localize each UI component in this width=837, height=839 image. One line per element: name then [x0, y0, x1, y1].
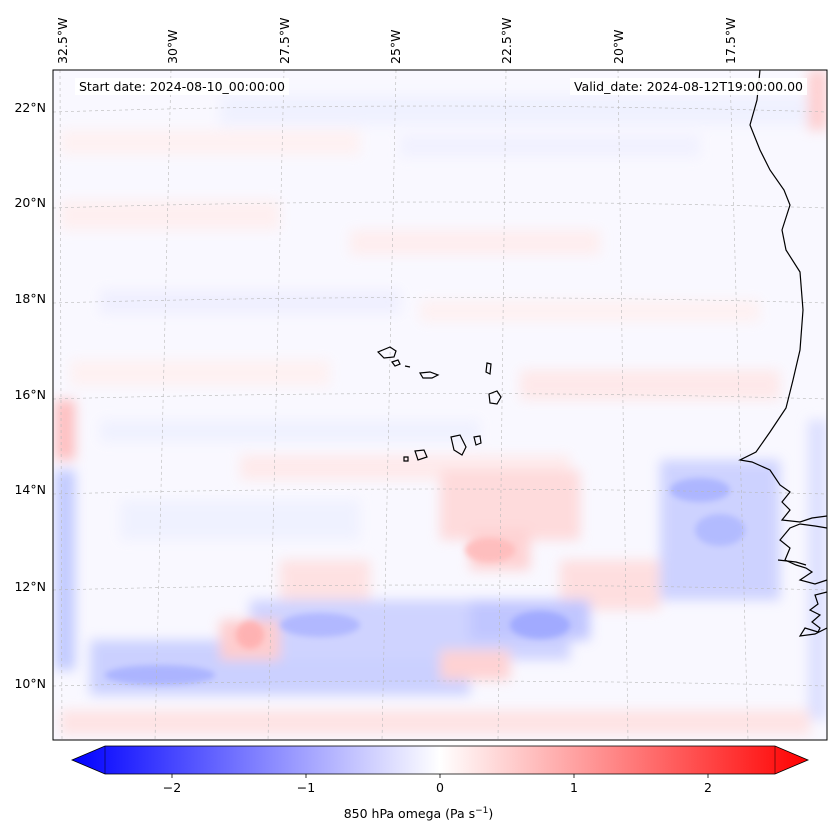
colorbar-tick-label: 2: [704, 780, 712, 795]
island-sao-vicente: [391, 359, 401, 367]
colorbar-title: 850 hPa omega (Pa s−1): [0, 806, 837, 821]
lon-label: 17.5°W: [723, 18, 738, 64]
island-boa-vista: [488, 390, 502, 405]
colorbar-title-main: 850 hPa omega (Pa s: [343, 806, 476, 822]
start-date-label: Start date: 2024-08-10_00:00:00: [75, 78, 289, 95]
colorbar-title-exponent: −1: [475, 806, 489, 816]
lat-label: 20°N: [14, 195, 46, 210]
coastlines: [376, 69, 828, 637]
lat-label: 12°N: [14, 579, 46, 594]
colorbar-bar: [70, 745, 810, 775]
lon-label: 22.5°W: [499, 18, 514, 64]
colorbar-tick-label: 0: [436, 780, 444, 795]
lat-labels: 22°N 20°N 18°N 16°N 14°N 12°N 10°N: [14, 100, 46, 691]
valid-date-label: Valid_date: 2024-08-12T19:00:00.00: [569, 78, 807, 95]
island-sao-nicolau: [418, 371, 440, 379]
lat-label: 10°N: [14, 676, 46, 691]
map-frame: [52, 69, 828, 741]
lat-label: 18°N: [14, 291, 46, 306]
colorbar: −2 −1 0 1 2: [70, 745, 810, 795]
colorbar-tick-label: 1: [570, 780, 578, 795]
gridlines: [53, 70, 827, 740]
lon-label: 32.5°W: [55, 18, 70, 64]
island-santiago: [450, 434, 467, 456]
island-brava: [403, 456, 409, 462]
colorbar-tick-label: −1: [297, 780, 315, 795]
lon-label: 27.5°W: [277, 18, 292, 64]
island-santa-luzia: [404, 365, 411, 368]
island-maio: [473, 435, 482, 446]
island-sal: [485, 362, 492, 375]
omega-field: [53, 70, 827, 740]
lon-label: 20°W: [611, 29, 626, 64]
lon-label: 25°W: [388, 29, 403, 64]
colorbar-tick-label: −2: [163, 780, 181, 795]
lat-label: 16°N: [14, 387, 46, 402]
lat-label: 22°N: [14, 100, 46, 115]
island-fogo: [414, 449, 428, 461]
colorbar-title-end: ): [488, 806, 494, 822]
gambia-river: [777, 559, 807, 566]
lon-labels: 32.5°W 30°W 27.5°W 25°W 22.5°W 20°W 17.5…: [55, 18, 738, 64]
colorbar-ticks: [171, 774, 709, 778]
african-coastline: [738, 69, 828, 637]
island-santo-antao: [376, 346, 397, 359]
lon-label: 30°W: [165, 29, 180, 64]
lat-label: 14°N: [14, 482, 46, 497]
